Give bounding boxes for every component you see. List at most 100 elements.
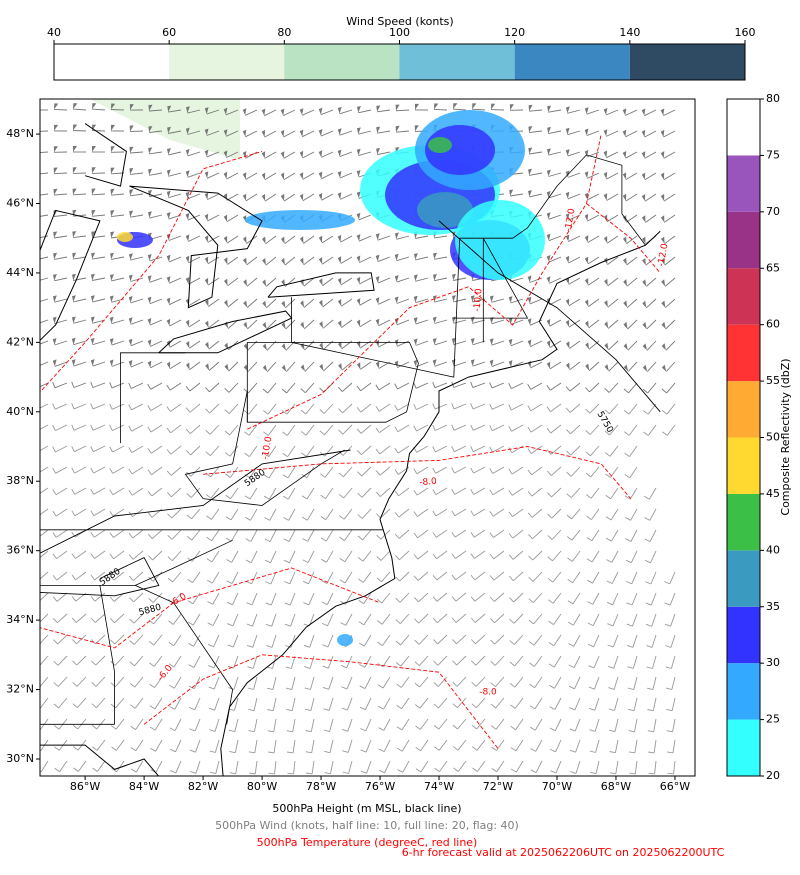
wind-barb xyxy=(612,634,619,648)
wind-barb xyxy=(381,592,391,604)
wind-barb xyxy=(304,319,315,330)
wind-flag xyxy=(166,169,171,177)
wind-flag xyxy=(337,149,342,157)
wind-barb-tick xyxy=(470,617,476,623)
wind-flag xyxy=(661,364,667,372)
wind-barb-tick xyxy=(284,623,291,627)
wind-barb xyxy=(92,340,106,346)
wind-barb xyxy=(131,424,144,432)
wind-barb xyxy=(512,487,524,496)
wind-barb xyxy=(494,634,505,645)
wind-barb-tick xyxy=(566,514,572,520)
wind-barb-tick xyxy=(34,447,37,452)
wind-barb-tick xyxy=(34,490,37,495)
tick-label: 55 xyxy=(766,374,780,387)
wind-barb xyxy=(587,214,600,222)
wind-barb xyxy=(568,277,581,285)
wind-barb xyxy=(361,466,372,477)
wind-barb xyxy=(302,151,315,159)
wind-flag xyxy=(318,193,323,201)
wind-barb xyxy=(608,340,619,351)
wind-barb xyxy=(172,613,182,625)
wind-barb xyxy=(170,424,182,434)
wind-barb-tick xyxy=(605,473,611,478)
wind-flag xyxy=(660,129,665,137)
wind-barb xyxy=(187,193,201,200)
wind-barb xyxy=(230,529,239,542)
wind-barb-tick xyxy=(90,381,94,388)
wind-barb-tick xyxy=(472,746,478,751)
wind-barb-tick xyxy=(224,452,231,457)
wind-barb xyxy=(653,718,657,732)
wind-barb xyxy=(150,340,163,347)
wind-barb-tick xyxy=(452,703,458,709)
wind-barb xyxy=(40,151,49,154)
temperature-contour-label: -10.0 xyxy=(261,435,275,460)
wind-barb-tick xyxy=(470,574,476,581)
wind-barb xyxy=(254,739,258,753)
wind-barb xyxy=(348,760,353,774)
wind-barb xyxy=(151,529,163,540)
wind-flag xyxy=(129,168,134,175)
wind-barb-tick xyxy=(188,664,195,668)
wind-barb xyxy=(574,718,581,732)
wind-flag xyxy=(147,254,152,261)
wind-flag xyxy=(73,146,77,152)
wind-barb xyxy=(112,487,125,496)
x-tick-label: 80°W xyxy=(247,780,277,793)
wind-barb xyxy=(213,676,220,690)
wind-barb xyxy=(665,298,676,309)
state-border xyxy=(291,154,646,378)
wind-barb xyxy=(358,235,372,242)
wind-flag xyxy=(432,359,437,367)
wind-barb-tick xyxy=(34,533,38,538)
wind-barb xyxy=(625,193,638,202)
wind-barb-tick xyxy=(489,489,494,496)
wind-barb xyxy=(575,760,581,774)
wind-barb xyxy=(152,592,163,603)
wind-barb-tick xyxy=(471,681,477,687)
wind-barb-tick xyxy=(245,516,251,521)
wind-barb-tick xyxy=(262,388,268,394)
wind-barb-tick xyxy=(265,623,272,627)
wind-barb xyxy=(594,718,600,732)
wind-barb xyxy=(130,298,144,304)
wind-barb xyxy=(671,697,676,711)
wind-barb xyxy=(92,277,106,281)
wind-barb-tick xyxy=(319,387,325,393)
wind-barb-tick xyxy=(434,746,440,751)
wind-barb-tick xyxy=(432,467,436,474)
wind-barb xyxy=(342,424,353,435)
wind-barb xyxy=(610,508,619,521)
wind-barb xyxy=(666,382,676,394)
wind-barb xyxy=(670,655,676,669)
wind-barb xyxy=(327,634,334,648)
height-contour-label: 5880 xyxy=(138,603,163,619)
wind-barb xyxy=(549,361,562,370)
wind-barb-tick xyxy=(667,751,674,754)
x-tick-label: 82°W xyxy=(188,780,218,793)
wind-barb xyxy=(110,172,125,175)
wind-barb xyxy=(55,466,68,474)
wind-barb xyxy=(575,739,581,753)
wind-barb-tick xyxy=(91,660,97,666)
wind-barb xyxy=(306,466,315,478)
wind-barb xyxy=(150,424,163,433)
wind-barb-tick xyxy=(321,580,328,584)
wind-barb xyxy=(471,108,486,111)
wind-flag xyxy=(566,341,570,349)
wind-barb xyxy=(434,361,448,367)
wind-barb xyxy=(473,529,486,538)
wind-flag xyxy=(604,342,609,350)
wind-barb-tick xyxy=(666,708,673,712)
wind-barb-tick xyxy=(207,643,214,648)
wind-barb xyxy=(649,487,657,500)
wind-barb-tick xyxy=(471,660,477,666)
wind-barb xyxy=(40,172,49,175)
wind-barb-tick xyxy=(185,386,191,392)
wind-barb xyxy=(326,571,334,584)
wind-flag xyxy=(243,279,247,287)
wind-barb xyxy=(587,235,600,243)
wind-barb xyxy=(339,151,353,158)
wind-barb-tick xyxy=(52,467,56,474)
